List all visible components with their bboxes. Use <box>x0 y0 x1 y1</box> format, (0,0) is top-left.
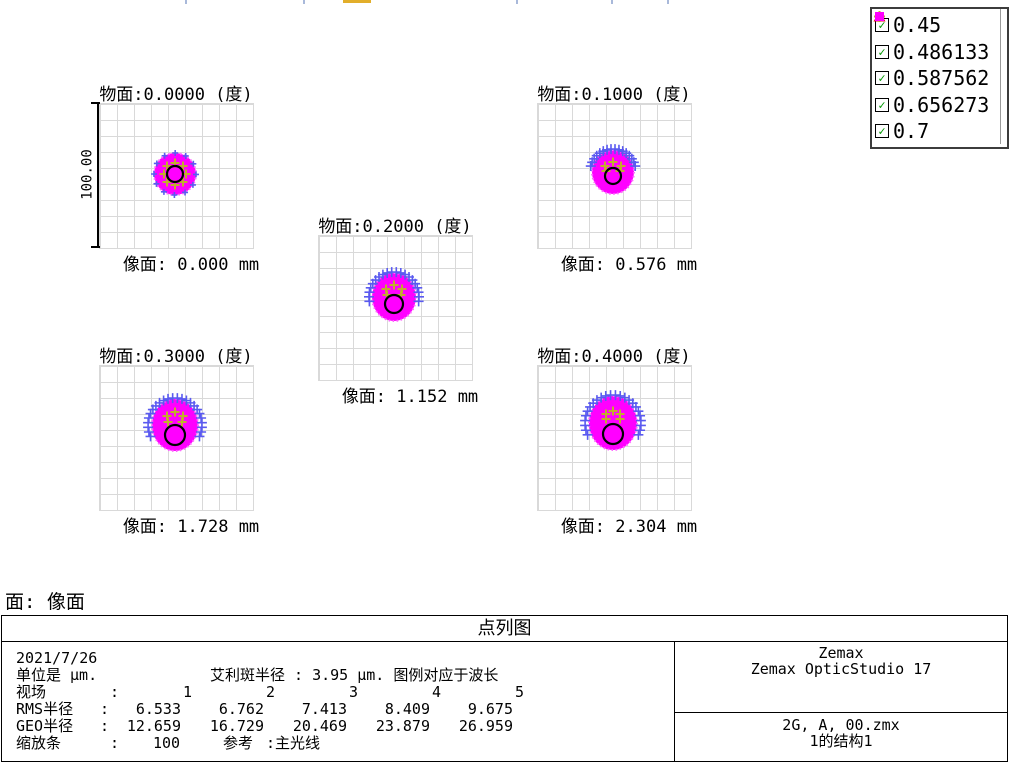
legend-wavelength-label: 0.45 <box>893 13 942 38</box>
wavelength-checkbox[interactable]: ✓ <box>875 71 889 86</box>
toolbar-tick <box>303 0 305 4</box>
legend-wavelength-label: 0.7 <box>893 119 930 144</box>
image-height-label: 像面: 1.728 mm <box>122 517 260 537</box>
footer-value: 4 <box>431 683 441 701</box>
footer-divider-vertical <box>674 641 675 761</box>
footer-row-label: 视场 <box>16 683 47 701</box>
footer-colon: : <box>100 717 110 735</box>
footer-value: 2 <box>265 683 275 701</box>
plot-title: 点列图 <box>2 616 1007 642</box>
footer-value: 6.762 <box>218 700 264 718</box>
spot-grid <box>99 365 254 511</box>
toolbar-tick <box>185 0 187 4</box>
object-field-title: 物面:0.2000 (度) <box>318 217 472 237</box>
footer-colon: : <box>100 700 110 718</box>
spot-grid <box>318 235 473 381</box>
toolbar-tick <box>611 0 613 4</box>
footer-row-label: GEO半径 <box>16 717 74 735</box>
scale-bar-tick <box>91 246 100 248</box>
footer-text: 2021/7/26 <box>16 649 98 667</box>
footer-value: 3 <box>348 683 358 701</box>
footer-text: 单位是 μm. <box>16 666 98 684</box>
surface-label: 面: 像面 <box>5 591 85 613</box>
scale-bar-line <box>97 103 99 248</box>
image-height-label: 像面: 0.000 mm <box>122 255 260 275</box>
footer-value: 12.659 <box>126 717 181 735</box>
legend-row-wavelength-0.656273: ✓ 0.656273 <box>874 11 1007 119</box>
wavelength-checkbox[interactable]: ✓ <box>875 18 889 33</box>
file-name: 2G, A, 00.zmx <box>782 716 900 734</box>
footer-divider-horizontal <box>675 712 1008 713</box>
footer-value: 8.409 <box>384 700 430 718</box>
toolbar-tick <box>667 0 669 4</box>
footer-row-label: RMS半径 <box>16 700 74 718</box>
object-field-title: 物面:0.4000 (度) <box>537 347 691 367</box>
footer-colon: : <box>110 683 120 701</box>
footer-value: 20.469 <box>292 717 347 735</box>
legend-row-wavelength-0.45: ✓ 0.45 <box>874 11 1007 39</box>
scale-bar-value: 100.00 <box>79 149 96 200</box>
footer-value: 16.729 <box>209 717 264 735</box>
scale-bar-tick <box>91 102 100 104</box>
toolbar-tick <box>516 0 518 4</box>
footer-value: 6.533 <box>135 700 181 718</box>
spot-grid <box>537 365 692 511</box>
footer-value: 5 <box>514 683 524 701</box>
object-field-title: 物面:0.0000 (度) <box>99 85 253 105</box>
image-height-label: 像面: 1.152 mm <box>341 387 479 407</box>
legend-inner-border <box>1000 9 1001 144</box>
footer-text: 参考 <box>223 734 254 752</box>
software-name: Zemax <box>818 644 864 662</box>
spot-grid <box>537 103 692 249</box>
configuration-label: 1的结构1 <box>809 732 873 750</box>
footer-table: 点列图 <box>1 615 1008 762</box>
footer-value: 1 <box>182 683 192 701</box>
footer-text: : <box>110 734 120 752</box>
legend-wavelength-label: 0.656273 <box>893 92 990 117</box>
footer-value: 23.879 <box>375 717 430 735</box>
wavelength-checkbox[interactable]: ✓ <box>875 44 889 59</box>
footer-text: 艾利斑半径 : 3.95 μm. 图例对应于波长 <box>210 666 499 684</box>
footer-text: 缩放条 <box>16 734 62 752</box>
active-tab-underline <box>343 0 371 3</box>
image-height-label: 像面: 2.304 mm <box>560 517 698 537</box>
wavelength-legend: ✓ 0.45 ✓ 0.486133 ✓ 0.587562 ✓ 0.656273 ✓ 0.7 <box>870 7 1009 149</box>
footer-value: 9.675 <box>467 700 513 718</box>
image-height-label: 像面: 0.576 mm <box>560 255 698 275</box>
wavelength-checkbox[interactable]: ✓ <box>875 124 889 139</box>
footer-text: :主光线 <box>266 734 321 752</box>
footer-value: 26.959 <box>458 717 513 735</box>
legend-wavelength-label: 0.486133 <box>893 39 990 64</box>
object-field-title: 物面:0.1000 (度) <box>537 85 691 105</box>
legend-row-wavelength-0.587562: ✓ 0.587562 <box>873 11 1007 92</box>
spot-grid <box>99 103 254 249</box>
footer-text: 100 <box>153 734 181 752</box>
footer-value: 7.413 <box>301 700 347 718</box>
wavelength-checkbox[interactable]: ✓ <box>875 97 889 112</box>
legend-row-wavelength-0.486133: ✓ 0.486133 <box>875 12 1007 66</box>
legend-row-wavelength-0.7: ✓ 0.7 <box>875 12 1007 145</box>
object-field-title: 物面:0.3000 (度) <box>99 347 253 367</box>
software-version: Zemax OpticStudio 17 <box>750 660 932 678</box>
legend-wavelength-label: 0.587562 <box>893 66 990 91</box>
